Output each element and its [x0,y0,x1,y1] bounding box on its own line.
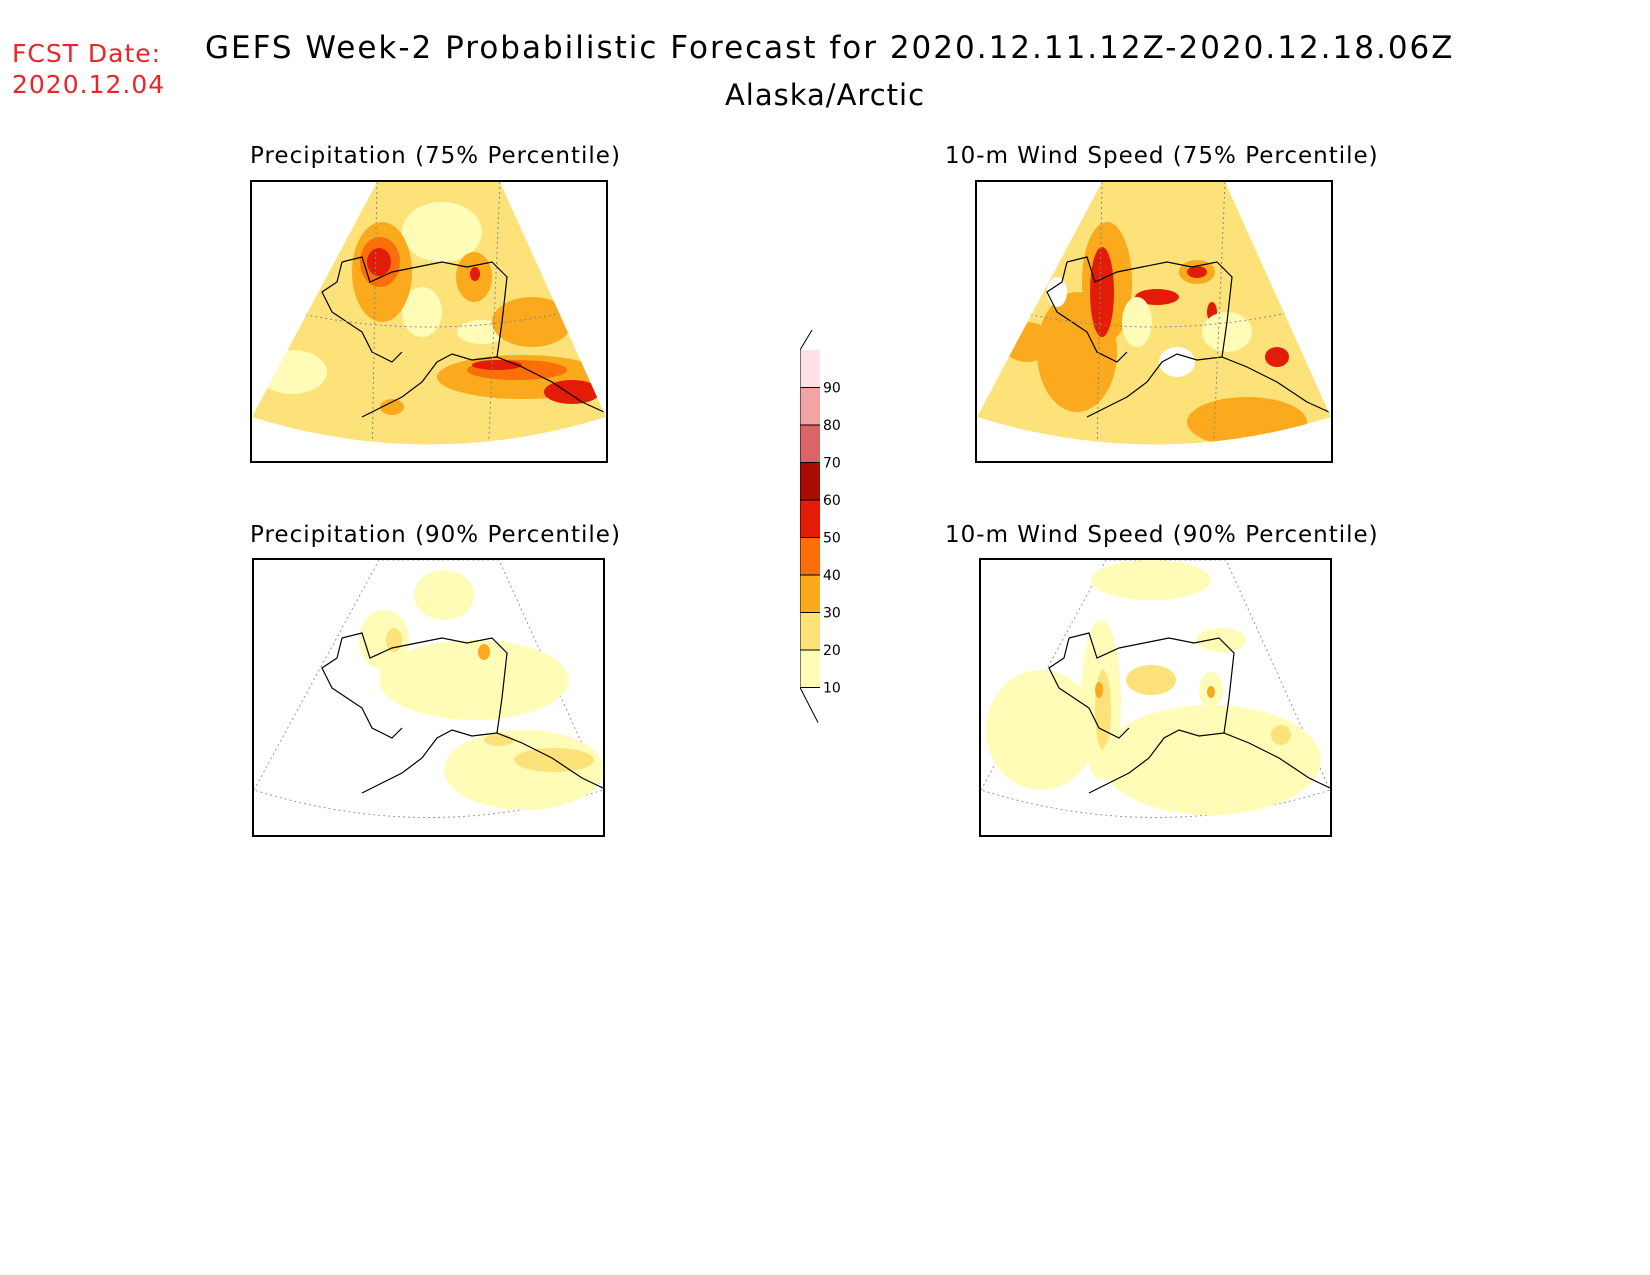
page-title: GEFS Week-2 Probabilistic Forecast for 2… [205,30,1455,66]
region-subtitle: Alaska/Arctic [724,78,926,112]
forecast-date-label: FCST Date: 2020.12.04 [12,38,165,100]
colorbar-top-extension [800,330,813,351]
colorbar-tick-label: 60 [823,493,841,509]
wind90-gulf-shading [1101,705,1321,815]
precip90-gulf-shading [444,730,603,810]
fcst-date-value: 2020.12.04 [12,70,166,99]
panel-title-precip90: Precipitation (90% Percentile) [250,522,621,548]
colorbar-cell [800,612,820,650]
panel-title-wind75: 10-m Wind Speed (75% Percentile) [945,143,1379,169]
colorbar-tick-label: 50 [823,531,841,547]
colorbar-tick-label: 70 [823,456,841,472]
colorbar: 10 20 30 40 50 60 70 80 90 [800,330,841,723]
panel-title-wind90: 10-m Wind Speed (90% Percentile) [945,522,1379,548]
fcst-date-caption: FCST Date: [12,39,162,68]
panel-title-precip75: Precipitation (75% Percentile) [250,143,621,169]
colorbar-cell [800,350,820,388]
colorbar-tick-label: 80 [823,418,841,434]
colorbar-cell [800,425,820,463]
colorbar-cell [800,575,820,613]
wind90-north-shading [1091,560,1211,600]
colorbar-cell [800,500,820,538]
map-wind-75 [975,180,1333,463]
colorbar-cell [800,537,820,575]
colorbar-tick-label: 20 [823,643,841,659]
colorbar-cell [800,462,820,500]
map-wind-90 [979,558,1332,837]
colorbar-tick-label: 30 [823,606,841,622]
map-precip-75 [250,180,608,463]
colorbar-tick-label: 10 [823,681,841,697]
colorbar-tick-label: 40 [823,568,841,584]
colorbar-cell [800,387,820,425]
colorbar-bottom-extension [800,687,819,723]
map-precip-90 [252,558,605,837]
colorbar-cell [800,650,820,688]
colorbar-tick-label: 90 [823,381,841,397]
precip90-north-shading [414,570,474,620]
